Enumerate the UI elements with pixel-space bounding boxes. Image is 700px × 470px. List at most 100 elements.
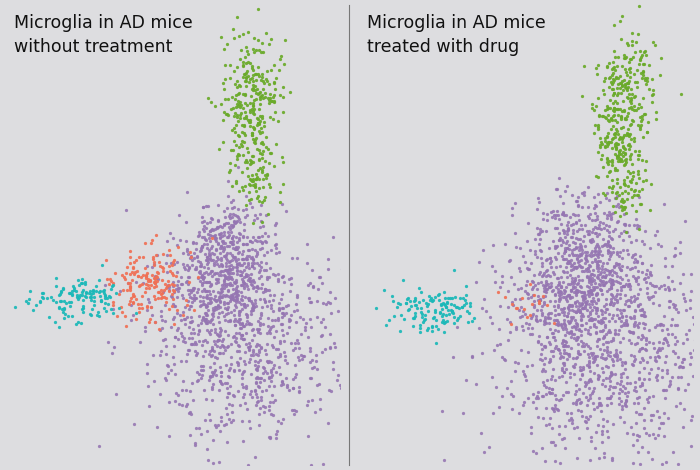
Point [562, 221, 573, 229]
Point [256, 140, 267, 147]
Point [225, 228, 237, 236]
Point [229, 219, 240, 227]
Point [589, 322, 600, 330]
Point [144, 284, 155, 292]
Point [188, 291, 199, 299]
Point [231, 260, 242, 267]
Point [641, 396, 652, 403]
Point [214, 296, 225, 303]
Point [640, 346, 652, 353]
Point [581, 297, 592, 305]
Point [608, 79, 619, 86]
Point [590, 329, 601, 337]
Point [670, 349, 681, 357]
Point [297, 315, 308, 323]
Point [204, 278, 215, 286]
Point [158, 289, 169, 296]
Point [246, 282, 258, 289]
Point [599, 74, 610, 82]
Point [215, 229, 226, 236]
Point [660, 337, 671, 344]
Point [207, 381, 218, 388]
Point [238, 300, 249, 307]
Point [592, 371, 603, 378]
Point [277, 378, 288, 386]
Point [529, 282, 540, 289]
Point [595, 138, 606, 145]
Point [167, 258, 178, 266]
Point [85, 297, 97, 304]
Point [583, 278, 594, 286]
Point [640, 278, 652, 285]
Point [576, 304, 587, 312]
Point [538, 378, 549, 385]
Point [566, 249, 578, 257]
Point [585, 289, 596, 296]
Point [238, 59, 249, 66]
Point [132, 300, 144, 308]
Point [242, 255, 253, 263]
Point [407, 315, 418, 322]
Point [577, 301, 588, 308]
Point [212, 223, 223, 230]
Point [77, 291, 88, 298]
Point [608, 248, 619, 255]
Point [598, 242, 609, 249]
Point [232, 131, 244, 139]
Point [545, 297, 556, 305]
Point [223, 400, 235, 407]
Point [259, 367, 270, 374]
Point [233, 259, 244, 266]
Point [598, 282, 610, 289]
Point [196, 281, 207, 288]
Point [218, 86, 230, 93]
Point [571, 326, 582, 333]
Point [197, 274, 209, 282]
Point [227, 241, 238, 248]
Point [199, 317, 211, 325]
Point [570, 400, 581, 407]
Point [686, 270, 697, 278]
Point [261, 341, 272, 348]
Point [683, 327, 694, 334]
Point [43, 313, 54, 321]
Point [163, 282, 174, 289]
Point [480, 307, 491, 315]
Point [210, 226, 221, 233]
Point [584, 316, 595, 323]
Point [559, 187, 570, 195]
Point [197, 243, 208, 251]
Point [257, 164, 268, 171]
Point [249, 139, 260, 147]
Point [122, 279, 134, 286]
Point [274, 55, 286, 63]
Point [435, 301, 446, 309]
Point [279, 348, 290, 356]
Point [664, 285, 675, 293]
Point [606, 271, 617, 279]
Point [673, 364, 684, 371]
Point [559, 359, 570, 367]
Point [247, 348, 258, 356]
Point [230, 315, 241, 323]
Point [567, 247, 578, 254]
Point [169, 333, 181, 341]
Point [253, 398, 264, 405]
Point [571, 388, 582, 395]
Point [578, 365, 589, 373]
Point [205, 352, 216, 360]
Point [435, 301, 446, 308]
Point [311, 313, 322, 321]
Point [272, 277, 284, 284]
Point [635, 113, 646, 120]
Point [237, 438, 248, 445]
Point [279, 352, 290, 360]
Point [253, 184, 264, 192]
Point [608, 22, 620, 29]
Point [221, 257, 232, 264]
Point [514, 244, 526, 251]
Point [630, 387, 641, 395]
Point [610, 73, 622, 81]
Point [592, 212, 603, 220]
Point [211, 275, 222, 283]
